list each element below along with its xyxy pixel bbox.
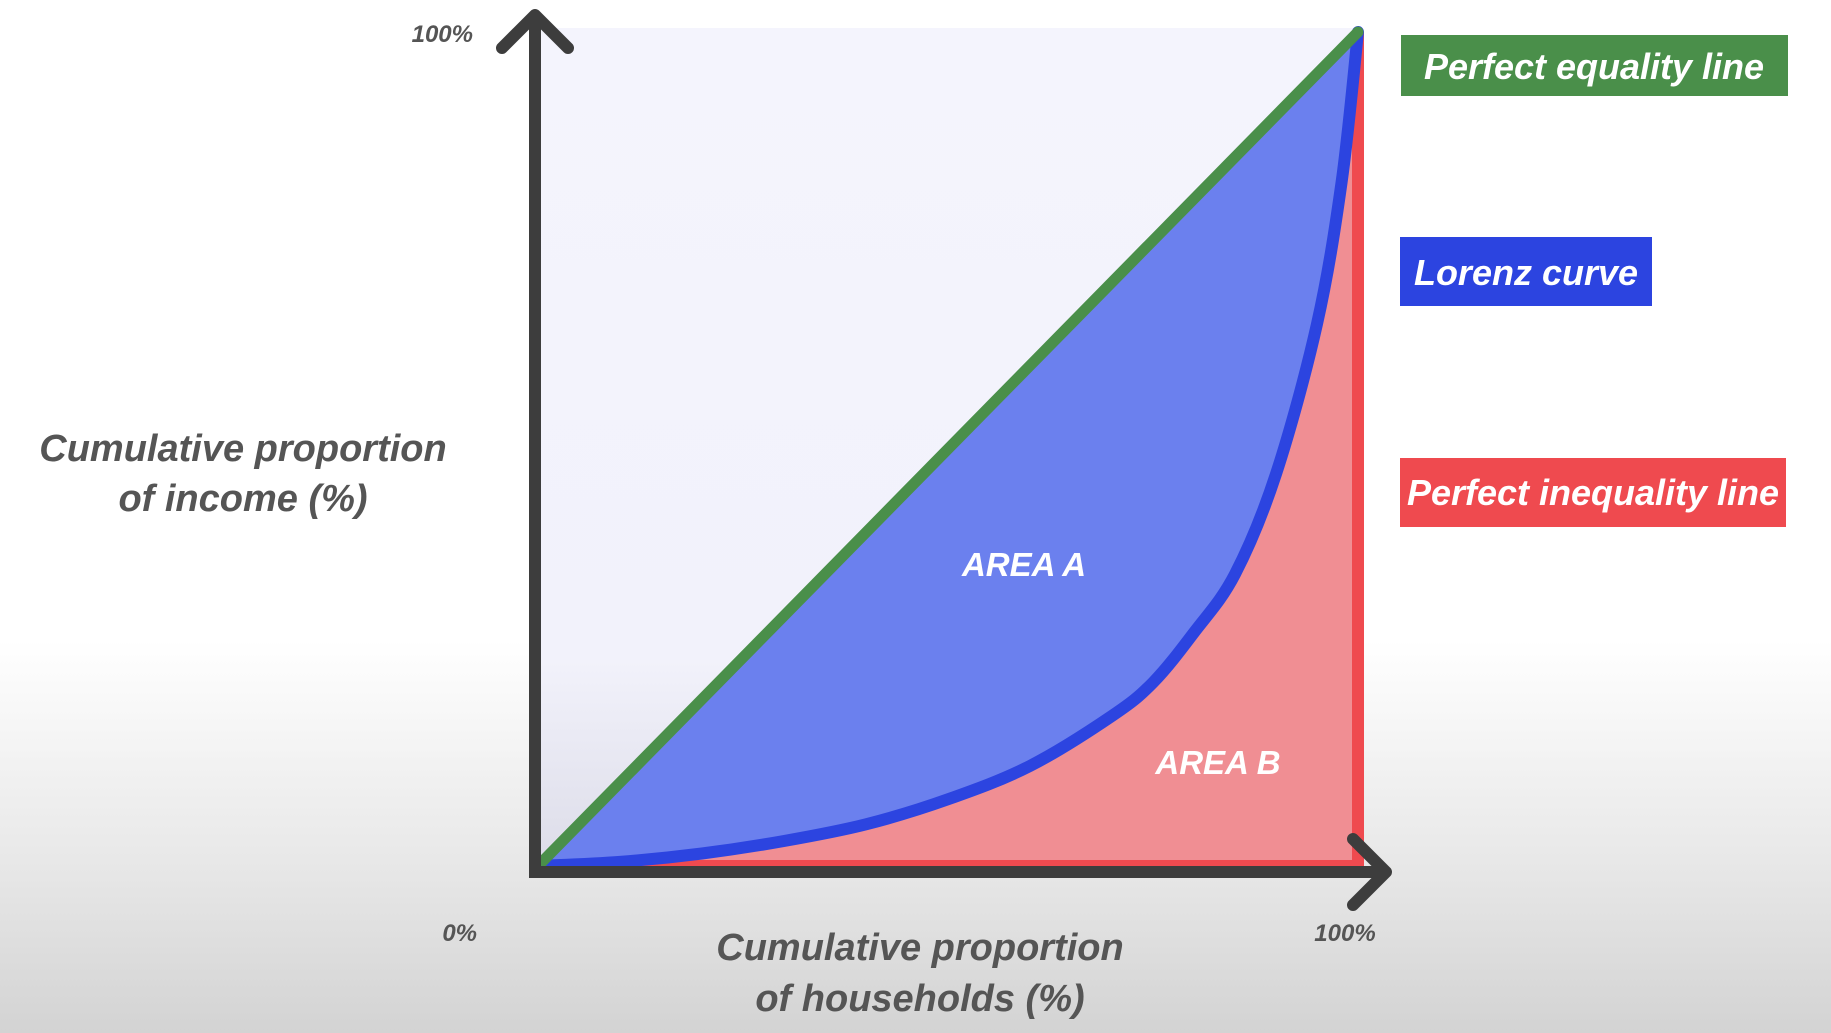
legend-lorenz-label: Lorenz curve bbox=[1414, 252, 1638, 293]
perfect-equality-line bbox=[532, 26, 1364, 872]
legend: Perfect equality line Lorenz curve Perfe… bbox=[1400, 35, 1788, 527]
y-max-tick-label: 100% bbox=[412, 21, 473, 48]
x-max-tick-label: 100% bbox=[1314, 920, 1375, 947]
x-axis-arrowhead bbox=[1347, 833, 1392, 911]
legend-inequality-box bbox=[1400, 458, 1786, 527]
x-min-tick-label: 0% bbox=[442, 920, 477, 947]
area-b-region bbox=[538, 32, 1358, 866]
x-axis-title-line2: of households (%) bbox=[755, 978, 1084, 1020]
y-axis-title-line1: Cumulative proportion bbox=[39, 428, 446, 470]
lorenz-curve bbox=[532, 26, 1364, 872]
area-b-label: AREA B bbox=[1154, 744, 1280, 781]
axes bbox=[496, 9, 1392, 911]
legend-equality-label: Perfect equality line bbox=[1424, 46, 1764, 87]
legend-inequality-label: Perfect inequality line bbox=[1407, 472, 1779, 513]
legend-lorenz-box bbox=[1400, 237, 1652, 306]
y-axis-title-line2: of income (%) bbox=[118, 478, 367, 520]
x-axis-title-line1: Cumulative proportion bbox=[716, 927, 1123, 969]
area-a-label: AREA A bbox=[961, 546, 1086, 583]
legend-equality-box bbox=[1401, 35, 1788, 96]
y-axis-arrowhead bbox=[496, 9, 574, 54]
